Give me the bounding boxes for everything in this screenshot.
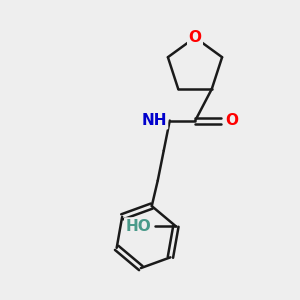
Text: NH: NH (141, 113, 167, 128)
Text: O: O (225, 113, 238, 128)
Text: HO: HO (125, 219, 151, 234)
Text: O: O (188, 30, 202, 45)
